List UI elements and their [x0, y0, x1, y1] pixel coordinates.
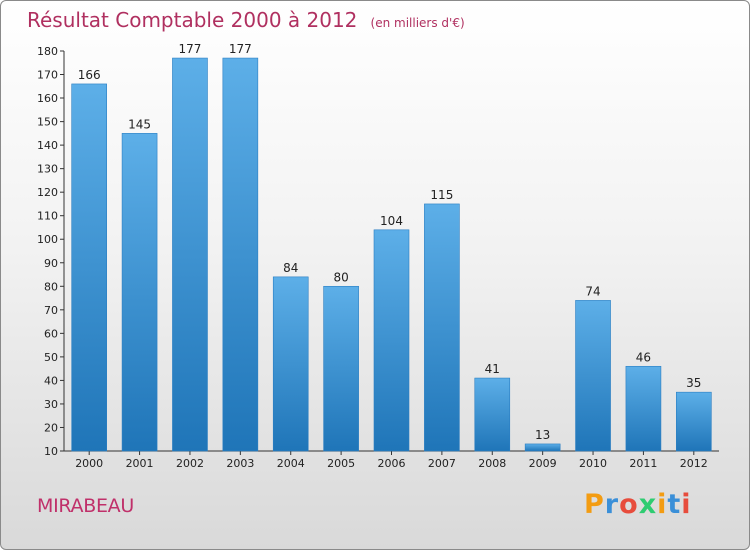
y-tick-label: 130	[37, 163, 58, 176]
chart-title: Résultat Comptable 2000 à 2012 (en milli…	[27, 8, 465, 32]
y-tick-label: 70	[44, 304, 58, 317]
y-tick-label: 20	[44, 421, 58, 434]
x-tick-label: 2012	[680, 457, 708, 470]
x-tick-label: 2006	[378, 457, 406, 470]
y-tick-label: 120	[37, 186, 58, 199]
bar-2010	[575, 300, 611, 452]
x-tick-label: 2004	[277, 457, 305, 470]
data-label-2011: 46	[636, 350, 651, 364]
y-tick-label: 40	[44, 374, 58, 387]
logo-letter: r	[604, 489, 620, 520]
logo-letter: P	[584, 489, 605, 520]
data-label-2008: 41	[485, 362, 500, 376]
bar-2009	[524, 443, 561, 452]
y-tick-label: 110	[37, 210, 58, 223]
data-label-2003: 177	[229, 42, 252, 56]
y-tick-label: 100	[37, 233, 58, 246]
bar-2004	[272, 276, 309, 452]
x-tick-label: 2011	[629, 457, 657, 470]
chart-data-labels: 166 145 177 177 84 80 104 115 41 13 74 46 35	[78, 42, 702, 442]
y-tick-label: 170	[37, 69, 58, 82]
logo-letter: t	[667, 489, 682, 520]
x-tick-label: 2008	[478, 457, 506, 470]
y-tick-label: 10	[44, 445, 58, 458]
x-tick-label: 2000	[75, 457, 103, 470]
chart-bars	[71, 57, 712, 452]
y-tick-label: 180	[37, 45, 58, 58]
proxiti-logo: Proxiti	[584, 489, 692, 520]
bar-2007	[424, 203, 460, 452]
commune-name: MIRABEAU	[37, 495, 134, 517]
bar-2011	[625, 365, 662, 452]
y-tick-label: 30	[44, 398, 58, 411]
x-tick-label: 2007	[428, 457, 456, 470]
chart-axes: 10 20 30 40 50 60 70 80 90 100 110 120 130 140 150 160 1…	[37, 45, 719, 470]
logo-letter: i	[657, 489, 668, 520]
x-tick-label: 2005	[327, 457, 355, 470]
data-label-2002: 177	[179, 42, 202, 56]
y-tick-label: 160	[37, 92, 58, 105]
data-label-2009: 13	[535, 428, 550, 442]
y-tick-label: 50	[44, 351, 58, 364]
bar-2008	[474, 377, 511, 452]
bar-2003	[222, 57, 259, 452]
data-label-2001: 145	[128, 117, 151, 131]
data-label-2006: 104	[380, 214, 403, 228]
data-label-2012: 35	[686, 376, 701, 390]
x-tick-label: 2003	[226, 457, 254, 470]
x-tick-label: 2002	[176, 457, 204, 470]
x-tick-label: 2009	[529, 457, 557, 470]
y-tick-label: 140	[37, 139, 58, 152]
bar-2000	[71, 83, 107, 452]
logo-letter: i	[681, 489, 692, 520]
data-label-2007: 115	[430, 188, 453, 202]
data-label-2005: 80	[333, 270, 348, 284]
bar-2001	[121, 133, 158, 452]
y-tick-label: 60	[44, 327, 58, 340]
data-label-2004: 84	[283, 261, 298, 275]
chart-title-main: Résultat Comptable 2000 à 2012	[27, 8, 358, 32]
x-tick-label: 2001	[126, 457, 154, 470]
y-tick-label: 150	[37, 116, 58, 129]
x-tick-label: 2010	[579, 457, 607, 470]
bar-2002	[172, 57, 208, 452]
logo-letter: x	[638, 489, 658, 520]
data-label-2000: 166	[78, 68, 101, 82]
chart-unit-label: (en milliers d'€)	[370, 16, 465, 30]
data-label-2010: 74	[585, 284, 600, 298]
bar-2006	[373, 229, 410, 452]
bar-2012	[676, 391, 712, 452]
y-tick-label: 90	[44, 257, 58, 270]
logo-letter: o	[619, 489, 639, 520]
y-tick-label: 80	[44, 280, 58, 293]
bar-2005	[323, 285, 359, 452]
